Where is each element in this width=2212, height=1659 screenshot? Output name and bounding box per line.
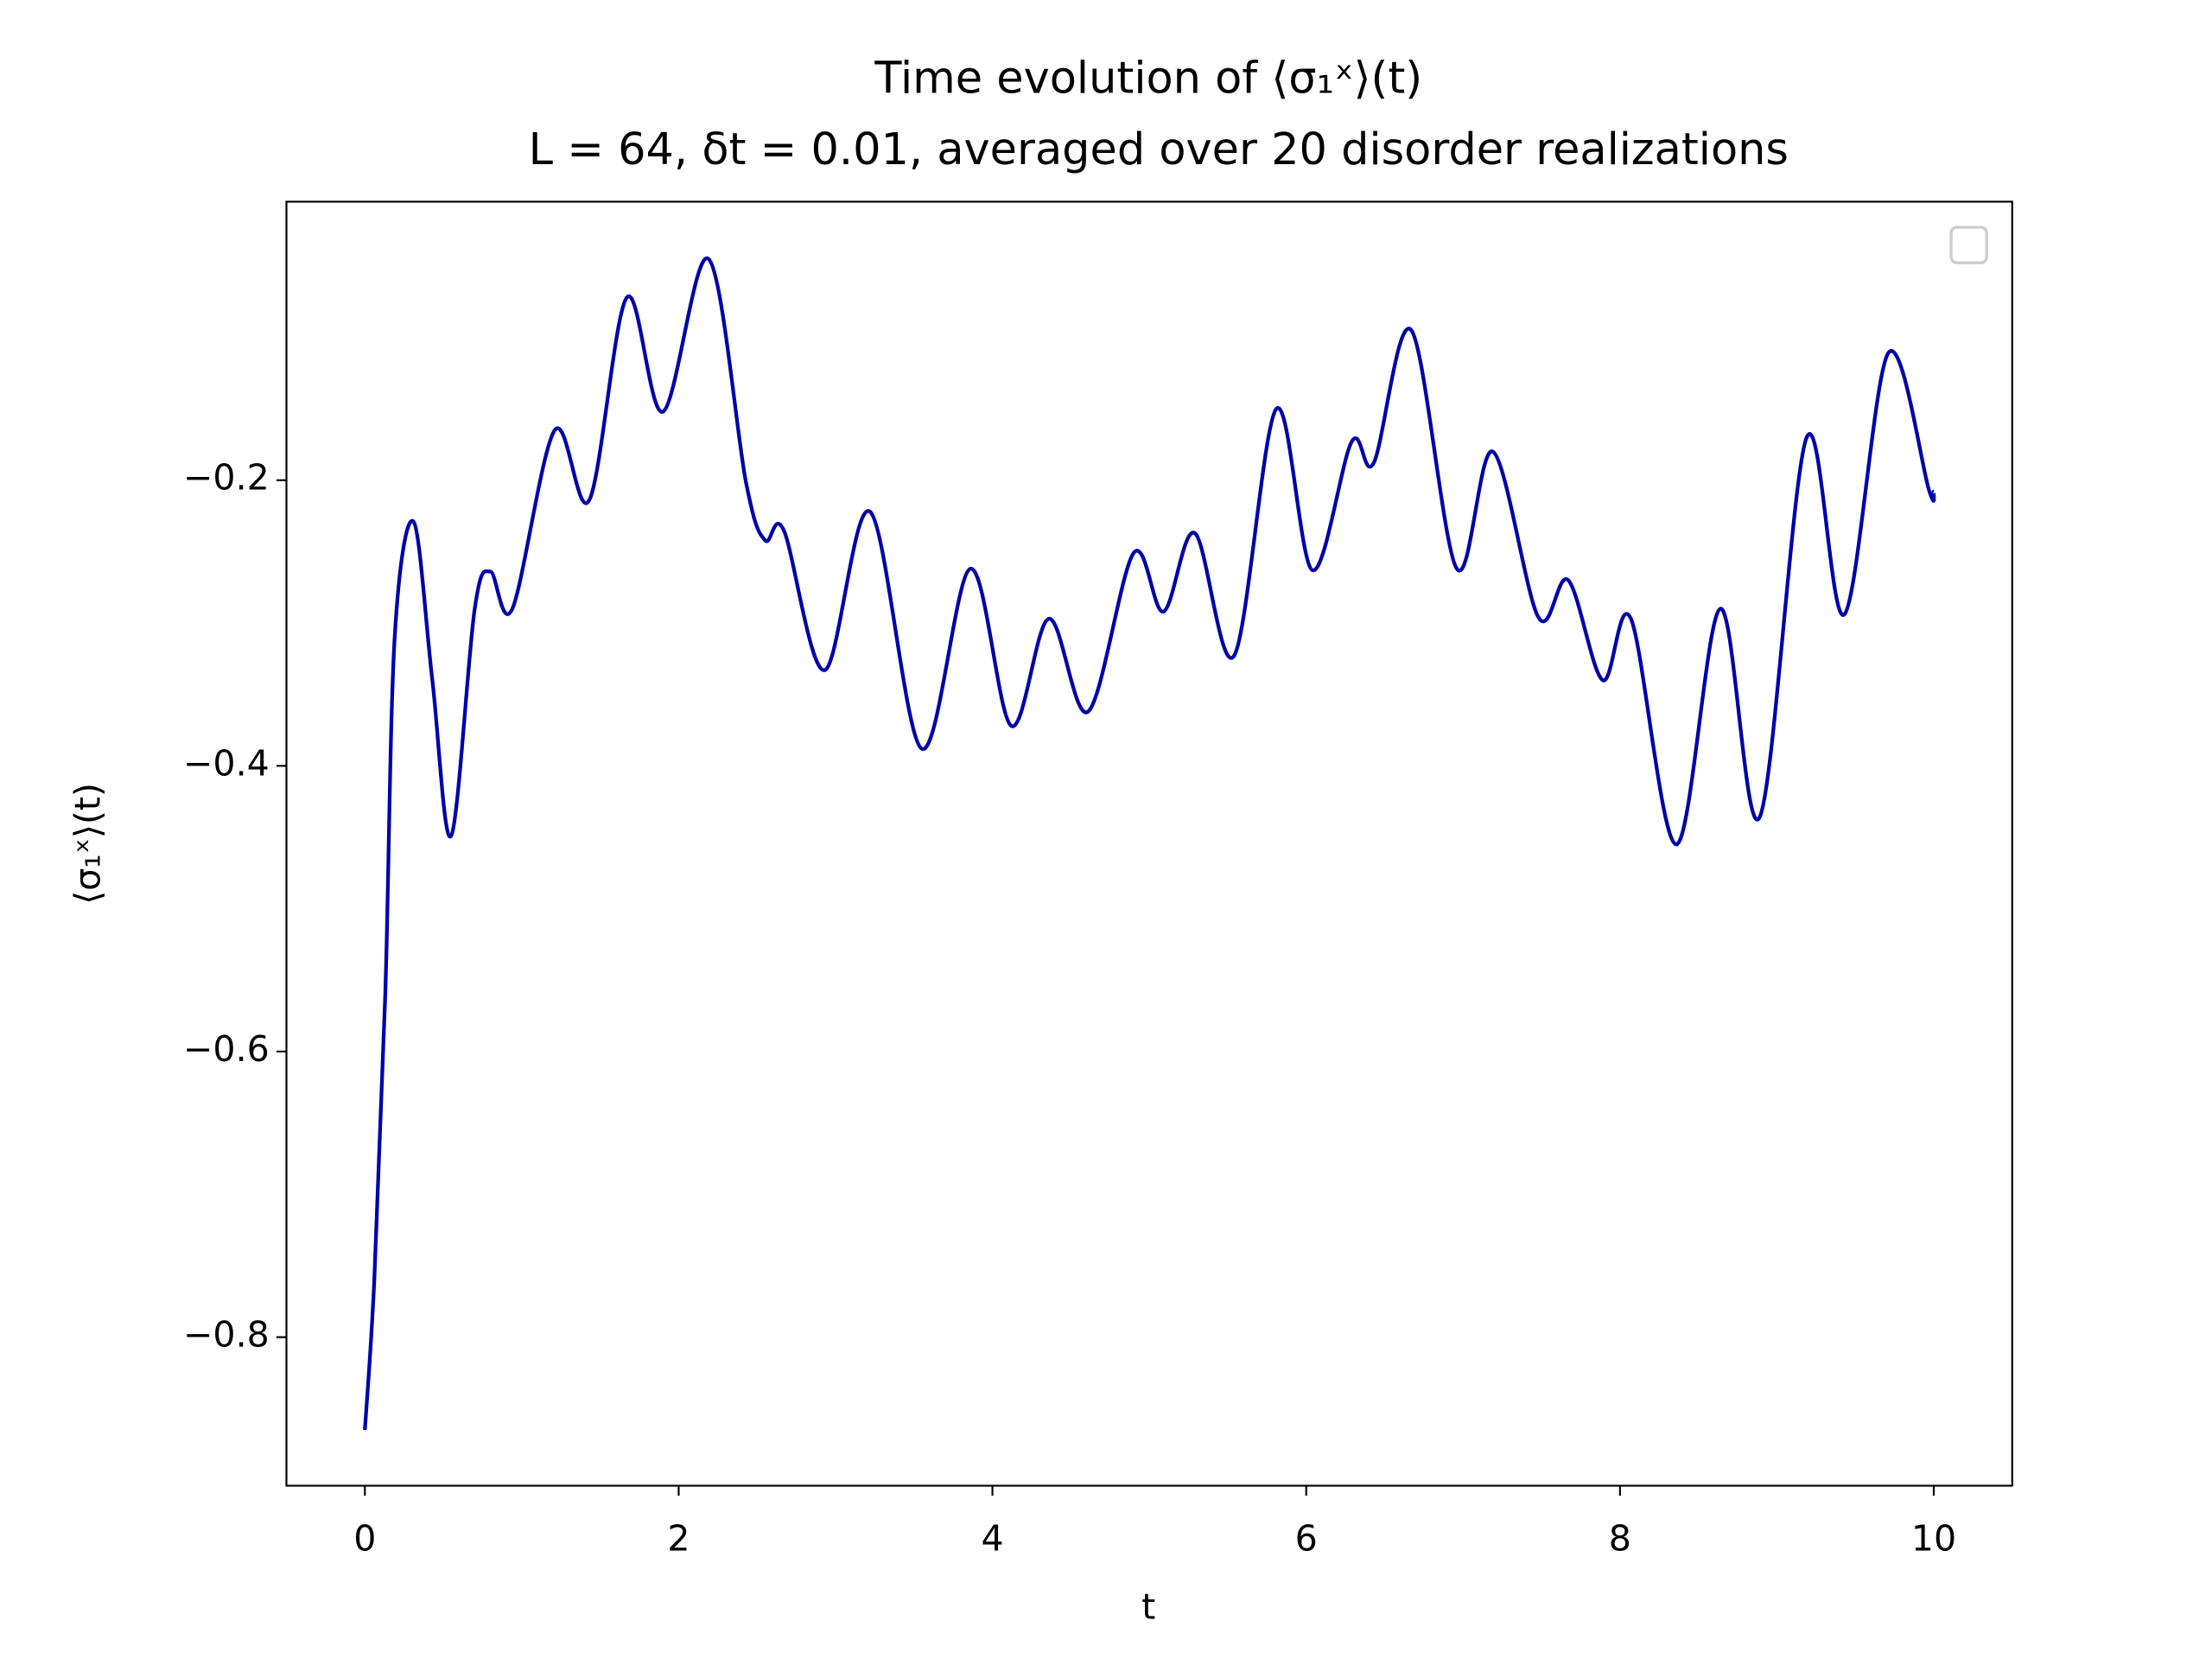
x-tick-label: 4 [981,1518,1003,1560]
chart-title: Time evolution of ⟨σ₁ˣ⟩(t) [874,54,1422,105]
legend-box [1949,226,1988,264]
x-axis-label: t [1141,1586,1155,1627]
y-tick-label: −0.6 [183,1028,270,1070]
x-tick-label: 10 [1911,1518,1956,1560]
x-tick-label: 8 [1609,1518,1631,1560]
background [8,0,2204,1659]
chart-subtitle: L = 64, δt = 0.01, averaged over 20 diso… [529,124,1789,175]
plot-frame [285,200,2013,1487]
y-tick-label: −0.2 [183,457,270,499]
y-tick-label: −0.4 [183,742,270,784]
y-tick-label: −0.8 [183,1314,270,1356]
y-axis-label: ⟨σ₁ˣ⟩(t) [67,783,109,905]
x-tick-label: 6 [1295,1518,1318,1560]
x-tick-label: 0 [353,1518,376,1560]
x-tick-label: 2 [667,1518,690,1560]
data-line [363,257,1936,1431]
